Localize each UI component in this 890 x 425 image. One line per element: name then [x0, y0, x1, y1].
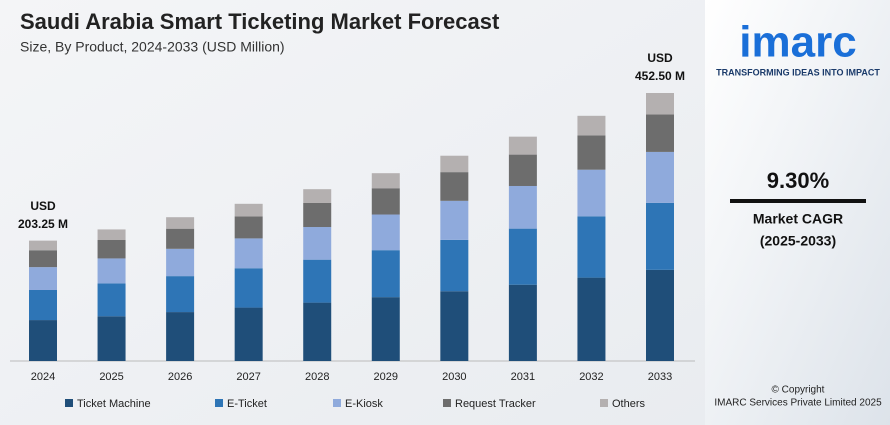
bar-segment	[440, 155, 469, 173]
bar-segment	[166, 228, 195, 249]
bar-segment	[29, 250, 57, 268]
bar-segment	[234, 268, 263, 308]
bar-segment	[577, 277, 606, 361]
chart-title: Saudi Arabia Smart Ticketing Market Fore…	[20, 9, 500, 34]
bar-segment	[166, 312, 195, 361]
legend-label: Ticket Machine	[77, 398, 151, 410]
bar-segment	[97, 316, 126, 361]
x-tick-label: 2028	[305, 371, 329, 383]
bar-segment	[97, 283, 126, 317]
bar-segment	[371, 214, 400, 251]
legend-swatch	[215, 399, 223, 407]
bar-segment	[646, 114, 674, 152]
bar-segment	[97, 229, 126, 241]
x-tick-label: 2027	[236, 371, 260, 383]
bar-segment	[371, 250, 400, 298]
bar-segment	[97, 240, 126, 259]
bar-segment	[303, 202, 332, 228]
bar-segment	[371, 297, 400, 361]
legend-swatch	[65, 399, 73, 407]
legend-label: E-Ticket	[227, 398, 267, 410]
chart-subtitle: Size, By Product, 2024-2033 (USD Million…	[20, 39, 285, 55]
bar-segment	[508, 154, 537, 186]
tagline: TRANSFORMING IDEAS INTO IMPACT	[716, 67, 880, 77]
x-tick-label: 2026	[168, 371, 192, 383]
bar-segment	[234, 216, 263, 239]
bar-segment	[440, 291, 469, 361]
bar-segment	[166, 217, 195, 229]
x-tick-label: 2030	[442, 371, 466, 383]
x-tick-label: 2032	[579, 371, 603, 383]
bar-segment	[646, 202, 674, 270]
bar-segment	[646, 93, 674, 115]
x-tick-label: 2024	[31, 371, 55, 383]
bar-segment	[234, 238, 263, 269]
x-tick-label: 2033	[648, 371, 672, 383]
bar-segment	[29, 240, 57, 251]
legend-swatch	[443, 399, 451, 407]
bar-segment	[577, 169, 606, 217]
bar-segment	[29, 320, 57, 361]
bar-segment	[577, 115, 606, 136]
bar-segment	[508, 228, 537, 285]
cagr-rule	[730, 199, 866, 203]
bar-segment	[440, 200, 469, 240]
cagr-value: 9.30%	[767, 168, 829, 193]
bar-segment	[29, 267, 57, 290]
bar-segment	[646, 151, 674, 203]
annotation: 452.50 M	[635, 69, 685, 83]
x-tick-label: 2025	[99, 371, 123, 383]
annotation: USD	[30, 199, 56, 213]
legend-swatch	[333, 399, 341, 407]
bar-segment	[440, 172, 469, 201]
bar-segment	[508, 136, 537, 155]
copyright: © Copyright	[772, 385, 825, 396]
annotation: USD	[647, 51, 673, 65]
legend-swatch	[600, 399, 608, 407]
bar-segment	[303, 227, 332, 260]
bar-segment	[97, 258, 126, 284]
annotation: 203.25 M	[18, 217, 68, 231]
cagr-period: (2025-2033)	[760, 233, 836, 249]
bar-segment	[303, 189, 332, 203]
legend-label: Request Tracker	[455, 398, 536, 410]
bar-segment	[577, 135, 606, 170]
bar-segment	[234, 307, 263, 361]
bar-segment	[303, 259, 332, 303]
bar-segment	[371, 173, 400, 189]
bar-segment	[371, 188, 400, 215]
x-tick-label: 2031	[511, 371, 535, 383]
bar-segment	[166, 276, 195, 313]
bar-segment	[440, 239, 469, 292]
bar-segment	[29, 289, 57, 321]
sidebar-background	[705, 0, 890, 425]
bar-segment	[166, 248, 195, 277]
bar-segment	[303, 302, 332, 361]
company: IMARC Services Private Limited 2025	[714, 398, 882, 409]
bar-segment	[508, 185, 537, 229]
x-tick-label: 2029	[374, 371, 398, 383]
bar-segment	[577, 216, 606, 278]
bar-segment	[646, 269, 674, 361]
legend-label: Others	[612, 398, 646, 410]
bar-segment	[508, 284, 537, 361]
logo: imarc	[739, 18, 856, 67]
bar-segment	[234, 203, 263, 217]
legend-label: E-Kiosk	[345, 398, 383, 410]
cagr-label: Market CAGR	[753, 211, 843, 227]
